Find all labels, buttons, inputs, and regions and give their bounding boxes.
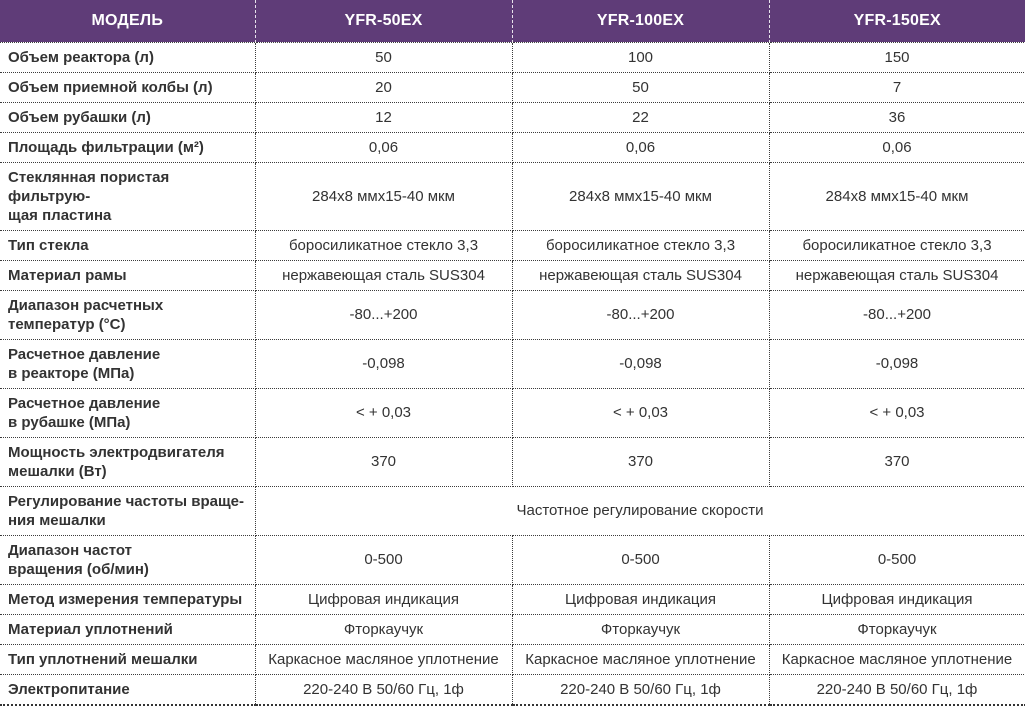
spec-label-cell: Материал уплотнений xyxy=(0,614,256,645)
spec-value-cell: Каркасное масляное уплотнение xyxy=(512,644,770,675)
table-row: Расчетное давление в реакторе (МПа) -0,09… xyxy=(0,339,1025,389)
table-row: Метод измерения температуры Цифровая инди… xyxy=(0,584,1025,615)
spec-value-cell: -0,098 xyxy=(769,339,1025,389)
spec-label-cell: Объем приемной колбы (л) xyxy=(0,72,256,103)
spec-value-cell: < + 0,03 xyxy=(769,388,1025,438)
spec-value-cell: 0,06 xyxy=(512,132,770,163)
table-header-row: МОДЕЛЬ YFR-50EX YFR-100EX YFR-150EX xyxy=(0,0,1025,43)
spec-value-cell: < + 0,03 xyxy=(512,388,770,438)
spec-label-cell: Электропитание xyxy=(0,674,256,706)
spec-value-cell: боросиликатное стекло 3,3 xyxy=(769,230,1025,261)
table-row: Материал уплотнений Фторкаучук Фторкаучук Ф… xyxy=(0,614,1025,645)
spec-value-cell: 100 xyxy=(512,42,770,73)
spec-value-cell: 50 xyxy=(512,72,770,103)
table-row: Диапазон расчетных температур (°C) -80...… xyxy=(0,290,1025,340)
spec-label-cell: Расчетное давление в рубашке (МПа) xyxy=(0,388,256,438)
spec-value-cell: 220-240 В 50/60 Гц, 1ф xyxy=(769,674,1025,706)
spec-value-cell: 284x8 ммx15-40 мкм xyxy=(255,162,513,231)
spec-value-cell: 370 xyxy=(255,437,513,487)
spec-label-cell: Тип стекла xyxy=(0,230,256,261)
spec-value-cell: 0,06 xyxy=(769,132,1025,163)
column-header-yfr-150ex: YFR-150EX xyxy=(769,0,1025,43)
spec-value-cell: 284x8 ммx15-40 мкм xyxy=(512,162,770,231)
spec-value-cell: Цифровая индикация xyxy=(255,584,513,615)
table-header: МОДЕЛЬ YFR-50EX YFR-100EX YFR-150EX xyxy=(0,0,1025,43)
table-body: Объем реактора (л) 50 100 150 Объем приемной… xyxy=(0,42,1025,706)
table-row: Объем приемной колбы (л) 20 50 7 xyxy=(0,72,1025,103)
spec-value-cell: 150 xyxy=(769,42,1025,73)
table-row: Электропитание 220-240 В 50/60 Гц, 1ф 220-… xyxy=(0,674,1025,706)
spec-value-cell: 370 xyxy=(512,437,770,487)
spec-value-cell: 220-240 В 50/60 Гц, 1ф xyxy=(255,674,513,706)
spec-value-cell: 370 xyxy=(769,437,1025,487)
table-row: Стеклянная пористая фильтрую- щая пласти… xyxy=(0,162,1025,231)
spec-value-cell: Фторкаучук xyxy=(769,614,1025,645)
spec-label-cell: Мощность электродвигателя мешалки (Вт) xyxy=(0,437,256,487)
spec-merged-value-cell: Частотное регулирование скорости xyxy=(255,486,1025,536)
spec-value-cell: боросиликатное стекло 3,3 xyxy=(512,230,770,261)
spec-value-cell: Фторкаучук xyxy=(512,614,770,645)
column-header-yfr-100ex: YFR-100EX xyxy=(512,0,770,43)
spec-label-cell: Расчетное давление в реакторе (МПа) xyxy=(0,339,256,389)
table-row: Объем реактора (л) 50 100 150 xyxy=(0,42,1025,73)
spec-value-cell: 220-240 В 50/60 Гц, 1ф xyxy=(512,674,770,706)
spec-value-cell: 0-500 xyxy=(512,535,770,585)
spec-value-cell: боросиликатное стекло 3,3 xyxy=(255,230,513,261)
spec-label-cell: Площадь фильтрации (м²) xyxy=(0,132,256,163)
spec-value-cell: -0,098 xyxy=(255,339,513,389)
model-header-cell: МОДЕЛЬ xyxy=(0,0,256,43)
table-row: Площадь фильтрации (м²) 0,06 0,06 0,06 xyxy=(0,132,1025,163)
spec-value-cell: < + 0,03 xyxy=(255,388,513,438)
spec-value-cell: 0-500 xyxy=(769,535,1025,585)
column-header-yfr-50ex: YFR-50EX xyxy=(255,0,513,43)
spec-label-cell: Материал рамы xyxy=(0,260,256,291)
spec-value-cell: 284x8 ммx15-40 мкм xyxy=(769,162,1025,231)
spec-value-cell: Каркасное масляное уплотнение xyxy=(769,644,1025,675)
spec-value-cell: 0,06 xyxy=(255,132,513,163)
spec-value-cell: 50 xyxy=(255,42,513,73)
spec-label-cell: Тип уплотнений мешалки xyxy=(0,644,256,675)
spec-value-cell: 20 xyxy=(255,72,513,103)
spec-value-cell: Фторкаучук xyxy=(255,614,513,645)
spec-value-cell: нержавеющая сталь SUS304 xyxy=(769,260,1025,291)
spec-value-cell: 12 xyxy=(255,102,513,133)
spec-value-cell: 22 xyxy=(512,102,770,133)
spec-value-cell: нержавеющая сталь SUS304 xyxy=(512,260,770,291)
table-row: Расчетное давление в рубашке (МПа) < + 0,… xyxy=(0,388,1025,438)
spec-value-cell: нержавеющая сталь SUS304 xyxy=(255,260,513,291)
spec-value-cell: Каркасное масляное уплотнение xyxy=(255,644,513,675)
table-row: Объем рубашки (л) 12 22 36 xyxy=(0,102,1025,133)
spec-label-cell: Регулирование частоты враще- ния мешалки xyxy=(0,486,256,536)
spec-value-cell: 7 xyxy=(769,72,1025,103)
table-row: Диапазон частот вращения (об/мин) 0-500 0-… xyxy=(0,535,1025,585)
spec-value-cell: Цифровая индикация xyxy=(769,584,1025,615)
spec-value-cell: -80...+200 xyxy=(512,290,770,340)
spec-label-cell: Стеклянная пористая фильтрую- щая пласти… xyxy=(0,162,256,231)
spec-value-cell: -80...+200 xyxy=(255,290,513,340)
spec-value-cell: -80...+200 xyxy=(769,290,1025,340)
spec-label-cell: Объем реактора (л) xyxy=(0,42,256,73)
table-row: Регулирование частоты враще- ния мешалки… xyxy=(0,486,1025,536)
spec-label-cell: Диапазон частот вращения (об/мин) xyxy=(0,535,256,585)
spec-value-cell: 0-500 xyxy=(255,535,513,585)
spec-label-cell: Метод измерения температуры xyxy=(0,584,256,615)
table-row: Тип уплотнений мешалки Каркасное масляное… xyxy=(0,644,1025,675)
table-row: Материал рамы нержавеющая сталь SUS304 нер… xyxy=(0,260,1025,291)
table-row: Тип стекла боросиликатное стекло 3,3 борос… xyxy=(0,230,1025,261)
spec-label-cell: Объем рубашки (л) xyxy=(0,102,256,133)
spec-label-cell: Диапазон расчетных температур (°C) xyxy=(0,290,256,340)
spec-value-cell: Цифровая индикация xyxy=(512,584,770,615)
spec-value-cell: 36 xyxy=(769,102,1025,133)
table-row: Мощность электродвигателя мешалки (Вт) 37… xyxy=(0,437,1025,487)
spec-value-cell: -0,098 xyxy=(512,339,770,389)
